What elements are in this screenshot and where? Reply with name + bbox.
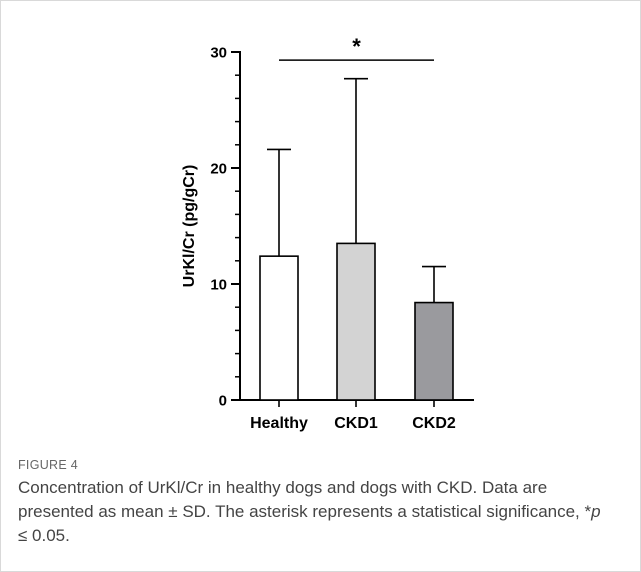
y-tick-label: 10 xyxy=(210,277,227,294)
bar-healthy xyxy=(259,255,299,401)
y-axis-title: UrKl/Cr (pg/gCr) xyxy=(181,165,198,288)
bar-ckd2 xyxy=(414,301,454,401)
y-tick-label: 30 xyxy=(210,45,227,62)
caption-text-after: ≤ 0.05. xyxy=(18,502,606,545)
figure-label: FIGURE 4 xyxy=(18,458,79,472)
bar-chart: 0 10 20 30 Healthy CKD1 CKD2 * UrKl/Cr (pg/gCr) xyxy=(181,34,474,432)
y-tick-label: 0 xyxy=(219,393,227,410)
figure-caption: Concentration of UrKl/Cr in healthy dogs… xyxy=(18,476,613,548)
bar-ckd1 xyxy=(336,242,376,401)
y-tick-label: 20 xyxy=(210,161,227,178)
caption-text-before: Concentration of UrKl/Cr in healthy dogs… xyxy=(18,478,592,521)
x-tick-label: Healthy xyxy=(250,415,308,432)
x-tick-label: CKD1 xyxy=(334,415,378,432)
x-tick-label: CKD2 xyxy=(412,415,456,432)
plot-area: 0 10 20 30 Healthy CKD1 CKD2 * xyxy=(210,34,474,432)
significance-asterisk: * xyxy=(352,34,361,59)
caption-p-symbol: p xyxy=(591,502,601,521)
